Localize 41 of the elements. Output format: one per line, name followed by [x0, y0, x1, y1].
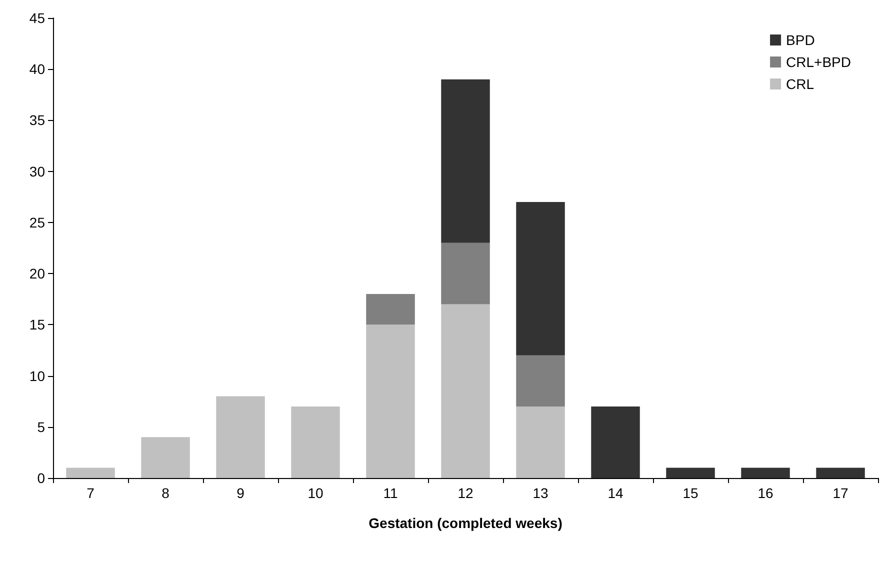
bar — [291, 406, 340, 478]
x-tick-label: 14 — [608, 485, 624, 501]
x-axis-title: Gestation (completed weeks) — [368, 515, 562, 531]
bar — [216, 396, 265, 478]
x-tick-label: 12 — [458, 485, 474, 501]
x-tick-label: 8 — [162, 485, 170, 501]
legend-label: CRL+BPD — [786, 54, 851, 70]
bar — [441, 304, 490, 478]
bar — [516, 202, 565, 356]
y-tick-label: 5 — [37, 418, 46, 435]
legend-label: BPD — [786, 32, 815, 48]
bar — [366, 324, 415, 478]
bar — [666, 468, 715, 478]
x-tick-label: 10 — [308, 485, 324, 501]
x-tick-label: 7 — [86, 485, 95, 501]
x-tick-label: 16 — [758, 485, 774, 501]
bar — [366, 294, 415, 325]
y-tick-label: 15 — [29, 316, 46, 333]
bar — [441, 242, 490, 304]
x-tick-label: 17 — [832, 485, 848, 501]
legend-label: CRL — [786, 76, 814, 92]
y-tick-label: 30 — [29, 163, 46, 180]
bar — [591, 406, 640, 478]
y-tick-label: 40 — [29, 61, 46, 78]
y-tick-label: 45 — [29, 10, 46, 26]
y-tick-label: 25 — [29, 214, 46, 230]
y-tick-label: 20 — [29, 266, 46, 282]
bar — [66, 468, 115, 478]
y-tick-label: 35 — [29, 112, 46, 128]
x-tick-label: 9 — [236, 485, 245, 501]
y-tick-label: 10 — [29, 368, 46, 384]
bar — [516, 406, 565, 478]
bar — [441, 79, 490, 243]
x-tick-label: 13 — [532, 485, 548, 501]
y-tick-label: 0 — [37, 470, 46, 486]
x-tick-label: 11 — [383, 485, 398, 501]
bar — [516, 355, 565, 406]
x-tick-label: 15 — [682, 485, 698, 501]
bar — [816, 468, 865, 478]
bar — [741, 468, 790, 478]
bar — [141, 437, 190, 478]
